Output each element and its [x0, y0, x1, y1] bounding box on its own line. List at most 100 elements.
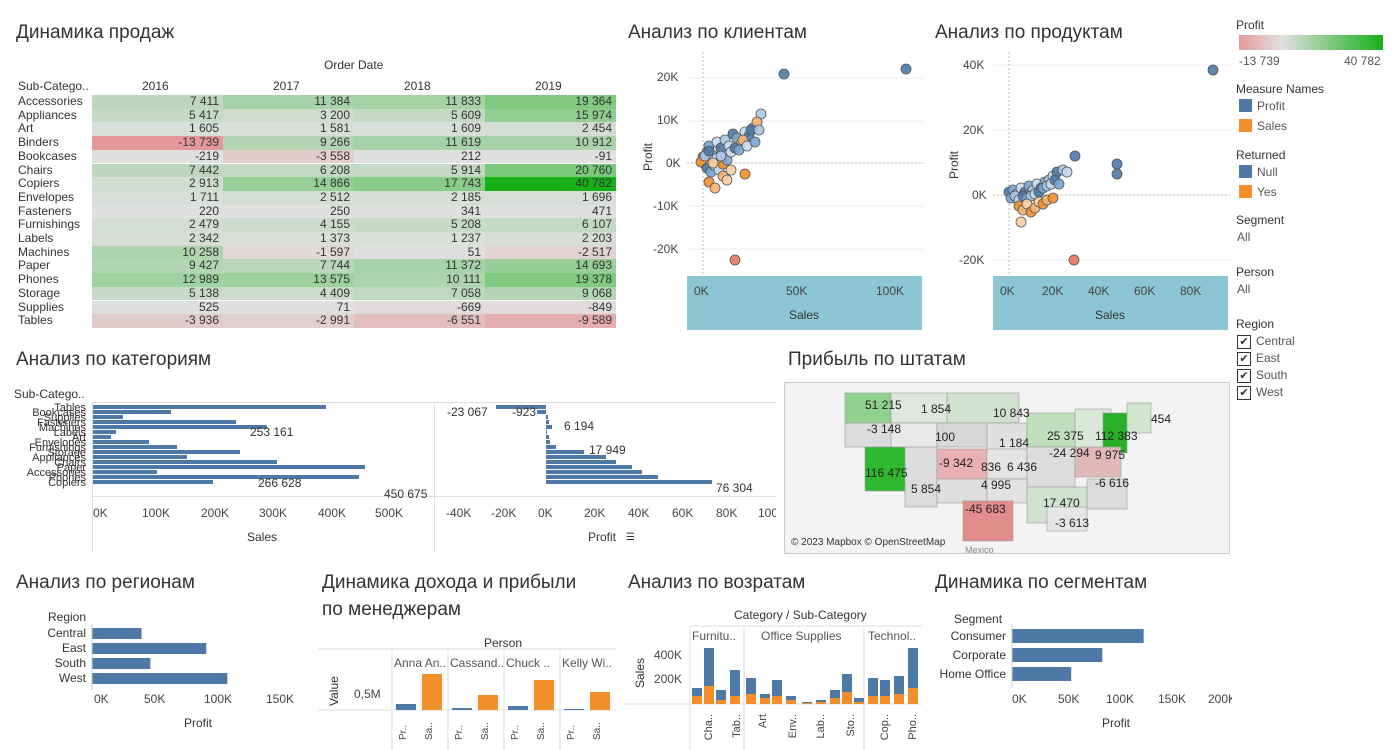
year-header-0[interactable]: 2016	[142, 79, 169, 93]
heatmap-cell[interactable]: 10 258	[92, 245, 223, 260]
heatmap-cell[interactable]: 1 711	[92, 190, 223, 205]
heatmap-row-label[interactable]: Labels	[18, 232, 54, 245]
heatmap-cell[interactable]: 5 208	[354, 218, 485, 232]
heatmap-cell[interactable]: -1 597	[223, 245, 354, 260]
heatmap-cell[interactable]: 9 427	[92, 259, 223, 274]
year-header-1[interactable]: 2017	[273, 79, 300, 93]
heatmap-cell[interactable]: 4 409	[223, 286, 354, 301]
heatmap-cell[interactable]: 2 203	[485, 231, 616, 246]
heatmap-cell[interactable]: 7 411	[92, 94, 223, 109]
region-central-checkbox[interactable]: ✔	[1237, 335, 1251, 349]
heatmap-cell[interactable]: 5 138	[92, 286, 223, 301]
heatmap-cell[interactable]: -91	[485, 149, 616, 164]
heatmap-cell[interactable]: 9 266	[223, 135, 354, 150]
sort-icon[interactable]: ☰	[626, 532, 635, 543]
heatmap-row-label[interactable]: Storage	[18, 286, 61, 300]
returned-yes-label[interactable]: Yes	[1257, 185, 1277, 199]
heatmap-cell[interactable]: 525	[92, 300, 223, 315]
heatmap-cell[interactable]: -6 551	[354, 313, 485, 328]
heatmap-row-label[interactable]: Copiers	[18, 177, 60, 191]
state-profit-map[interactable]: 51 215 1 854 10 843 -3 148 100 1 184 25 375 112…	[784, 382, 1230, 554]
heatmap-cell[interactable]: 2 479	[92, 218, 223, 232]
region-west-checkbox[interactable]: ✔	[1237, 386, 1251, 400]
heatmap-cell[interactable]: 2 185	[354, 190, 485, 205]
heatmap-row-label[interactable]: Paper	[18, 259, 51, 273]
heatmap-cell[interactable]: 51	[354, 245, 485, 260]
heatmap-cell[interactable]: 19 378	[485, 272, 616, 287]
heatmap-cell[interactable]: -669	[354, 300, 485, 315]
heatmap-cell[interactable]: 5 914	[354, 163, 485, 178]
heatmap-cell[interactable]: 212	[354, 149, 485, 164]
measure-sales-label[interactable]: Sales	[1257, 119, 1288, 133]
heatmap-row-label[interactable]: Binders	[18, 136, 59, 150]
heatmap-row-label[interactable]: Supplies	[18, 300, 65, 314]
heatmap-row-label[interactable]: Furnishings	[18, 218, 81, 232]
heatmap-cell[interactable]: 11 619	[354, 135, 485, 150]
heatmap-cell[interactable]: 1 581	[223, 122, 354, 137]
heatmap-row-label[interactable]: Art	[18, 122, 34, 136]
heatmap-cell[interactable]: 220	[92, 204, 223, 219]
heatmap-cell[interactable]: -3 936	[92, 313, 223, 328]
heatmap-cell[interactable]: -13 739	[92, 135, 223, 150]
heatmap-cell[interactable]: 7 058	[354, 286, 485, 301]
heatmap-cell[interactable]: -2 517	[485, 245, 616, 260]
heatmap-cell[interactable]: -2 991	[223, 313, 354, 328]
heatmap-cell[interactable]: 1 609	[354, 122, 485, 137]
heatmap-cell[interactable]: 2 512	[223, 190, 354, 205]
map-credit[interactable]: © 2023 Mapbox © OpenStreetMap	[791, 537, 946, 548]
heatmap-cell[interactable]: 1 373	[223, 231, 354, 246]
heatmap-cell[interactable]: 14 693	[485, 259, 616, 274]
heatmap-cell[interactable]: 5 417	[92, 108, 223, 123]
heatmap-cell[interactable]: 4 155	[223, 218, 354, 232]
region-west-label[interactable]: West	[1256, 385, 1284, 399]
heatmap-row-label[interactable]: Phones	[18, 273, 59, 287]
heatmap-cell[interactable]: -849	[485, 300, 616, 315]
year-header-2[interactable]: 2018	[404, 79, 431, 93]
heatmap-row-label[interactable]: Fasteners	[18, 204, 72, 218]
heatmap-cell[interactable]: 11 384	[223, 94, 354, 109]
heatmap-cell[interactable]: 13 575	[223, 272, 354, 287]
region-south-checkbox[interactable]: ✔	[1237, 369, 1251, 383]
region-east-label[interactable]: East	[1256, 351, 1281, 365]
heatmap-cell[interactable]: 6 107	[485, 218, 616, 232]
heatmap-row-label[interactable]: Bookcases	[18, 149, 77, 163]
heatmap-cell[interactable]: 5 609	[354, 108, 485, 123]
heatmap-cell[interactable]: -9 589	[485, 313, 616, 328]
heatmap-cell[interactable]: -3 558	[223, 149, 354, 164]
heatmap-cell[interactable]: 1 696	[485, 190, 616, 205]
heatmap-cell[interactable]: 15 974	[485, 108, 616, 123]
heatmap-cell[interactable]: 7 744	[223, 259, 354, 274]
heatmap-cell[interactable]: 1 237	[354, 231, 485, 246]
heatmap-cell[interactable]: 2 913	[92, 176, 223, 191]
heatmap-cell[interactable]: 6 208	[223, 163, 354, 178]
year-header-3[interactable]: 2019	[535, 79, 562, 93]
heatmap-cell[interactable]: -219	[92, 149, 223, 164]
segment-filter-value[interactable]: All	[1237, 230, 1251, 244]
heatmap-row-label[interactable]: Machines	[18, 245, 70, 259]
returned-null-label[interactable]: Null	[1257, 165, 1278, 179]
heatmap-cell[interactable]: 10 912	[485, 135, 616, 150]
heatmap-cell[interactable]: 40 782	[485, 176, 616, 191]
heatmap-cell[interactable]: 20 760	[485, 163, 616, 178]
heatmap-row-label[interactable]: Accessories	[18, 95, 83, 108]
heatmap-cell[interactable]: 11 372	[354, 259, 485, 274]
heatmap-row-label[interactable]: Tables	[18, 314, 53, 328]
heatmap-cell[interactable]: 1 605	[92, 122, 223, 137]
heatmap-cell[interactable]: 3 200	[223, 108, 354, 123]
heatmap-cell[interactable]: 7 442	[92, 163, 223, 178]
heatmap-cell[interactable]: 341	[354, 204, 485, 219]
heatmap-cell[interactable]: 11 833	[354, 94, 485, 109]
heatmap-cell[interactable]: 14 866	[223, 176, 354, 191]
heatmap-cell[interactable]: 71	[223, 300, 354, 315]
heatmap-cell[interactable]: 10 111	[354, 272, 485, 287]
region-central-label[interactable]: Central	[1256, 334, 1295, 348]
heatmap-cell[interactable]: 17 743	[354, 176, 485, 191]
person-filter-value[interactable]: All	[1237, 282, 1251, 296]
heatmap-cell[interactable]: 12 989	[92, 272, 223, 287]
heatmap-cell[interactable]: 471	[485, 204, 616, 219]
heatmap-row-label[interactable]: Appliances	[18, 108, 77, 122]
heatmap-row-label[interactable]: Chairs	[18, 163, 53, 177]
region-south-label[interactable]: South	[1256, 368, 1288, 382]
heatmap-cell[interactable]: 9 068	[485, 286, 616, 301]
heatmap-row-label[interactable]: Envelopes	[18, 190, 75, 204]
